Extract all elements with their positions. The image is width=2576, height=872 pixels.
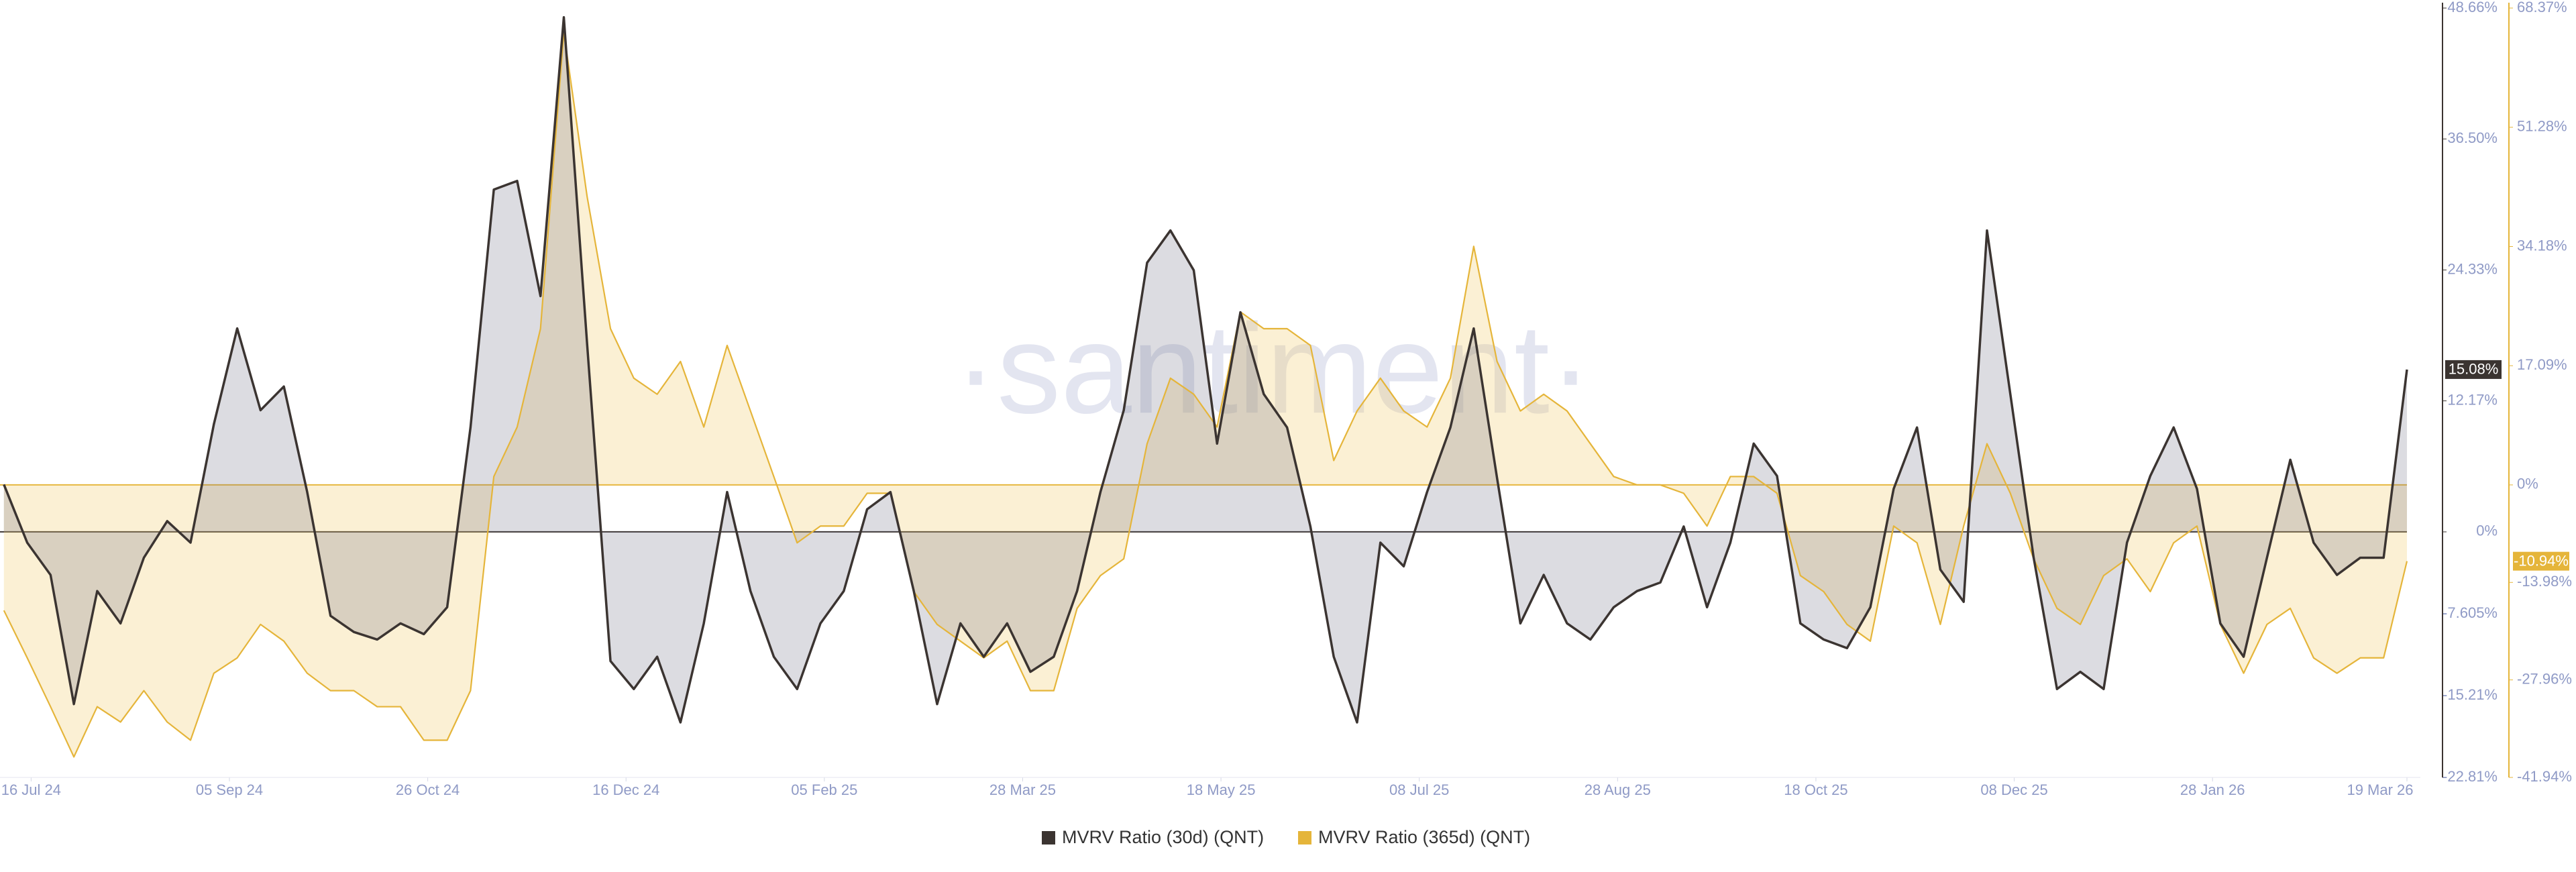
y-tick-label: 36.50% [2447, 129, 2498, 146]
x-tick-label: 16 Dec 24 [592, 781, 659, 798]
watermark: ·santiment· [955, 298, 1592, 440]
series-line [3, 16, 2408, 724]
y2-tick-label: -27.96% [2517, 670, 2572, 687]
y-tick-label: -22.81% [2443, 768, 2498, 785]
current-value-tag [2513, 551, 2569, 571]
y-tick-label: 0% [2476, 523, 2498, 539]
area-fill [3, 32, 2408, 757]
legend-swatch [1042, 831, 1055, 844]
x-tick-label: 19 Mar 26 [2347, 781, 2413, 798]
x-tick-label: 28 Mar 25 [989, 781, 1056, 798]
y2-tick-label: 51.28% [2517, 118, 2567, 135]
x-tick-label: 08 Jul 25 [1389, 781, 1449, 798]
x-tick-label: 28 Aug 25 [1585, 781, 1651, 798]
y-tick-label: 12.17% [2447, 391, 2498, 408]
y2-tick-label: -41.94% [2517, 768, 2572, 785]
y2-tick-label: 34.18% [2517, 237, 2567, 254]
x-tick-label: 26 Oct 24 [396, 781, 460, 798]
y2-tick-label: -13.98% [2517, 573, 2572, 590]
x-tick-label: 16 Jul 24 [1, 781, 61, 798]
y-tick-label: -7.605% [2443, 604, 2498, 621]
y2-tick-label: 0% [2517, 476, 2538, 492]
current-value-label: -10.94% [2514, 552, 2569, 569]
area-fill [3, 17, 2408, 722]
x-tick-label: 05 Feb 25 [791, 781, 857, 798]
current-value-tag [2445, 360, 2502, 379]
y-tick-label: 48.66% [2447, 0, 2498, 15]
current-value-label: 15.08% [2449, 361, 2499, 378]
x-tick-label: 18 May 25 [1187, 781, 1256, 798]
x-tick-label: 05 Sep 24 [196, 781, 263, 798]
x-tick-label: 28 Jan 26 [2180, 781, 2245, 798]
legend-label: MVRV Ratio (365d) (QNT) [1318, 827, 1530, 847]
y2-tick-label: 68.37% [2517, 0, 2567, 15]
series-line [3, 31, 2408, 758]
x-tick-label: 18 Oct 25 [1784, 781, 1847, 798]
x-tick-label: 08 Dec 25 [1980, 781, 2047, 798]
legend-label: MVRV Ratio (30d) (QNT) [1062, 827, 1264, 847]
y-tick-label: 24.33% [2447, 260, 2498, 277]
legend-swatch [1298, 831, 1311, 844]
y-tick-label: -15.21% [2443, 686, 2498, 703]
y2-tick-label: 17.09% [2517, 356, 2567, 373]
